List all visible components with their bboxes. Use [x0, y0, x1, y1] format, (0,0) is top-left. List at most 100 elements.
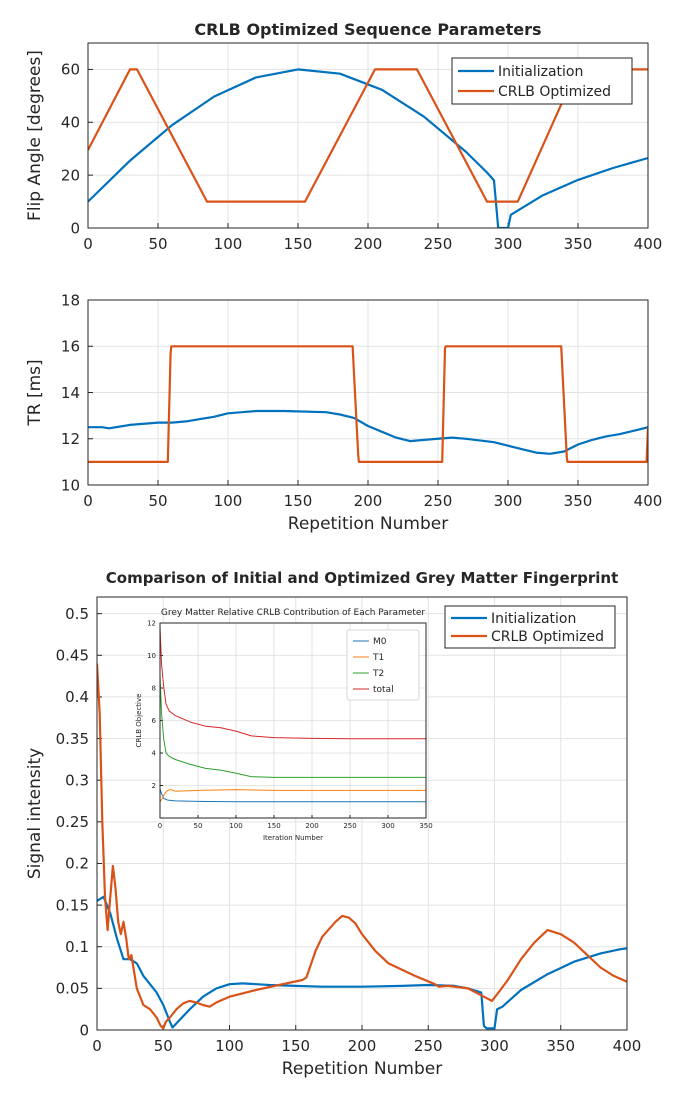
x-tick-label: 200: [305, 822, 318, 830]
x-tick-label: 300: [480, 1037, 509, 1055]
x-tick-label: 300: [381, 822, 394, 830]
y-tick-label: 0: [70, 219, 80, 237]
y-tick-label: 0.2: [65, 855, 89, 873]
y-axis-label: Flip Angle [degrees]: [25, 50, 45, 221]
x-tick-label: 100: [214, 492, 243, 510]
x-tick-label: 0: [83, 235, 93, 253]
chart-0: 0 50 100 150 200 250 300 350 400 0 20 40 60 CRLB Opti…: [25, 20, 662, 253]
legend-label: total: [373, 685, 394, 695]
y-tick-label: 60: [61, 61, 80, 79]
x-axis-label: Repetition Number: [288, 514, 448, 534]
x-tick-label: 150: [284, 235, 313, 253]
series-line-crlb-optimized: [97, 663, 627, 1030]
series-line-initialization: [88, 68, 648, 228]
y-tick-label: 0.15: [56, 896, 89, 914]
x-tick-label: 300: [494, 492, 523, 510]
legend-box: [346, 629, 420, 701]
y-tick-label: 0.25: [56, 813, 89, 831]
y-axis-label: CRLB Objective: [135, 694, 143, 748]
x-tick-label: 150: [267, 822, 280, 830]
x-tick-label: 200: [354, 235, 383, 253]
legend-label: T2: [372, 669, 384, 679]
x-tick-label: 250: [343, 822, 356, 830]
legend-box: [451, 57, 633, 105]
x-tick-label: 350: [564, 235, 593, 253]
y-tick-label: 4: [152, 749, 157, 757]
y-tick-label: 2: [152, 782, 156, 790]
y-tick-label: 40: [61, 114, 80, 132]
axes-box: [96, 596, 628, 1031]
y-tick-label: 6: [152, 717, 157, 725]
legend-label: CRLB Optimized: [498, 84, 611, 100]
x-tick-label: 0: [83, 492, 93, 510]
series-line-crlb-optimized: [88, 345, 648, 463]
series-line-total: [160, 626, 426, 740]
y-tick-label: 0.35: [56, 730, 89, 748]
y-tick-label: 0: [79, 1021, 89, 1039]
x-tick-label: 50: [154, 1037, 173, 1055]
y-tick-label: 10: [147, 652, 156, 660]
chart-title: CRLB Optimized Sequence Parameters: [194, 20, 541, 39]
y-tick-label: 10: [61, 476, 80, 494]
axes-box: [87, 299, 649, 486]
y-tick-label: 0.3: [65, 771, 89, 789]
series-line-t1: [160, 789, 426, 803]
x-tick-label: 300: [494, 235, 523, 253]
x-tick-label: 0: [158, 822, 162, 830]
x-tick-label: 100: [214, 235, 243, 253]
y-tick-label: 12: [61, 430, 80, 448]
legend: M0 T1 T2 total: [346, 629, 420, 701]
series-line-initialization: [88, 409, 648, 455]
x-tick-label: 150: [284, 492, 313, 510]
legend-box: [444, 605, 616, 649]
x-tick-label: 50: [148, 235, 167, 253]
x-tick-label: 50: [194, 822, 203, 830]
x-tick-label: 400: [634, 235, 663, 253]
y-tick-label: 0.4: [65, 688, 89, 706]
y-tick-label: 0.45: [56, 647, 89, 665]
legend: Initialization CRLB Optimized: [451, 57, 633, 105]
x-tick-label: 100: [215, 1037, 244, 1055]
series-line-initialization: [97, 895, 627, 1030]
chart-3: 0 50 100 150 200 250 300 350 2 4 6 8 10 12 Grey Matter…: [135, 608, 433, 842]
legend-label: Initialization: [498, 64, 583, 80]
chart-title: Grey Matter Relative CRLB Contribution o…: [161, 608, 425, 618]
x-tick-label: 200: [348, 1037, 377, 1055]
legend-label: CRLB Optimized: [491, 629, 604, 645]
y-tick-label: 8: [152, 684, 156, 692]
x-tick-label: 350: [419, 822, 432, 830]
chart-title: Comparison of Initial and Optimized Grey…: [106, 569, 619, 587]
x-tick-label: 350: [546, 1037, 575, 1055]
x-tick-label: 250: [414, 1037, 443, 1055]
y-tick-label: 0.1: [65, 938, 89, 956]
axes-box: [87, 42, 649, 229]
y-tick-label: 20: [61, 166, 80, 184]
x-tick-label: 250: [424, 492, 453, 510]
legend-label: M0: [373, 637, 387, 647]
x-tick-label: 0: [92, 1037, 102, 1055]
x-tick-label: 400: [634, 492, 663, 510]
x-tick-label: 50: [148, 492, 167, 510]
y-tick-label: 14: [61, 384, 80, 402]
y-tick-label: 12: [147, 619, 156, 627]
x-tick-label: 200: [354, 492, 383, 510]
chart-1: 0 50 100 150 200 250 300 350 400 10 12 14 16 18 TR [ms…: [25, 291, 662, 534]
x-axis-label: Iteration Number: [263, 834, 323, 842]
axes-box: [159, 622, 427, 819]
x-axis-label: Repetition Number: [282, 1059, 442, 1079]
y-axis-label: TR [ms]: [25, 359, 45, 426]
series-line-t2: [160, 674, 426, 778]
legend: Initialization CRLB Optimized: [444, 605, 616, 649]
y-axis-label: Signal intensity: [25, 748, 45, 879]
y-tick-label: 0.05: [56, 980, 89, 998]
y-tick-label: 18: [61, 291, 80, 309]
x-tick-label: 250: [424, 235, 453, 253]
x-tick-label: 150: [281, 1037, 310, 1055]
x-tick-label: 400: [613, 1037, 642, 1055]
x-tick-label: 350: [564, 492, 593, 510]
y-tick-label: 16: [61, 338, 80, 356]
x-tick-label: 100: [229, 822, 242, 830]
legend-label: Initialization: [491, 611, 576, 627]
y-tick-label: 0.5: [65, 605, 89, 623]
